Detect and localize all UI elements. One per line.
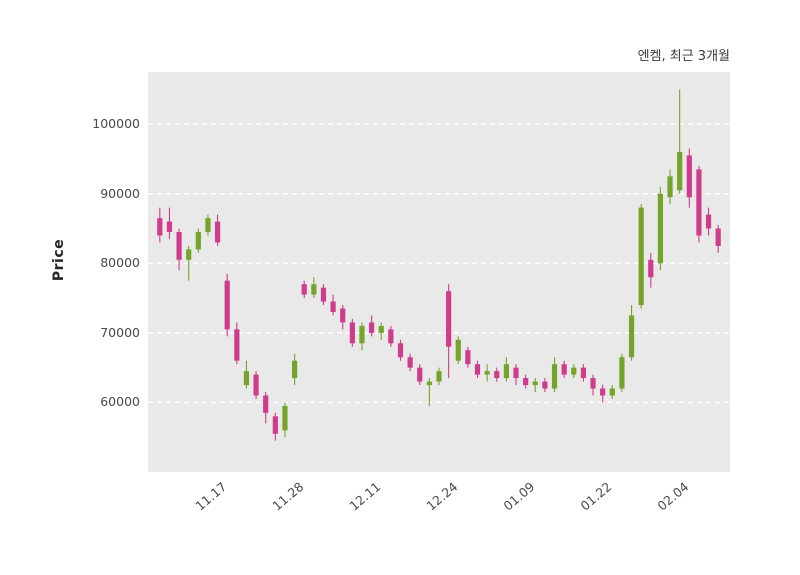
- candle-down: [263, 395, 269, 413]
- candle-down: [446, 291, 452, 347]
- candle-down: [407, 357, 413, 368]
- candle-up: [503, 364, 509, 379]
- candle-down: [523, 378, 529, 386]
- candle-up: [628, 315, 635, 358]
- x-tick-label: 12.24: [423, 479, 461, 514]
- candle-up: [677, 152, 683, 191]
- chart-title: 엔켐, 최근 3개월: [637, 49, 730, 64]
- candle-down: [513, 367, 519, 379]
- candle-up: [186, 249, 192, 260]
- candle-up: [291, 360, 298, 379]
- candle-down: [465, 350, 471, 365]
- x-tick-label: 01.09: [500, 479, 538, 514]
- candle-down: [369, 322, 375, 333]
- x-tick-label: 12.11: [346, 479, 384, 514]
- candle-down: [224, 280, 230, 330]
- candle-up: [378, 325, 384, 333]
- candle-up: [532, 381, 538, 386]
- x-tick-label: 01.22: [577, 479, 615, 514]
- candle-up: [609, 388, 615, 396]
- x-tick-label: 11.17: [192, 479, 230, 514]
- candle-up: [243, 371, 250, 386]
- candle-down: [648, 259, 654, 278]
- candle-up: [551, 364, 558, 389]
- candle-down: [234, 329, 240, 361]
- candle-up: [426, 381, 432, 386]
- candle-up: [455, 339, 461, 361]
- candlestick-svg: [148, 89, 730, 441]
- candle-down: [474, 364, 481, 375]
- candle-up: [311, 284, 317, 295]
- y-tick-label: 70000: [100, 324, 140, 340]
- candle-up: [282, 405, 288, 431]
- candle-down: [301, 284, 307, 295]
- candle-up: [571, 367, 577, 375]
- candle-down: [561, 364, 567, 375]
- candle-down: [590, 378, 596, 389]
- candle-down: [686, 155, 692, 198]
- candle-down: [600, 388, 606, 396]
- candle-up: [359, 325, 365, 344]
- candle-down: [542, 381, 548, 389]
- x-tick-label: 02.04: [654, 479, 692, 514]
- x-tick-label: 11.28: [269, 479, 307, 514]
- candle-down: [320, 287, 327, 302]
- candle-down: [388, 329, 394, 344]
- y-tick-label: 60000: [100, 394, 140, 410]
- y-axis-label: Price: [51, 238, 68, 282]
- candle-up: [638, 207, 644, 306]
- candle-down: [157, 218, 163, 236]
- y-tick-label: 90000: [100, 185, 140, 201]
- candle-down: [272, 416, 278, 434]
- candle-down: [349, 322, 355, 344]
- candle-up: [205, 218, 211, 232]
- y-tick-label: 100000: [92, 116, 140, 132]
- candle-down: [176, 232, 182, 260]
- candlestick-plot-area: [148, 72, 730, 472]
- candle-up: [195, 232, 201, 250]
- candle-up: [657, 193, 664, 264]
- candle-down: [696, 169, 702, 236]
- candle-down: [417, 367, 423, 382]
- candle-up: [619, 357, 625, 389]
- candle-down: [705, 214, 712, 229]
- candle-down: [580, 367, 587, 379]
- candle-up: [484, 371, 490, 375]
- candle-up: [667, 176, 673, 198]
- candle-down: [253, 374, 259, 396]
- candle-up: [436, 371, 442, 382]
- candle-down: [214, 221, 221, 243]
- candle-down: [340, 308, 346, 323]
- candle-down: [715, 228, 721, 246]
- candle-down: [397, 343, 404, 358]
- candle-down: [330, 301, 336, 312]
- y-tick-label: 80000: [100, 255, 140, 271]
- candle-down: [494, 371, 500, 379]
- candle-down: [166, 221, 173, 232]
